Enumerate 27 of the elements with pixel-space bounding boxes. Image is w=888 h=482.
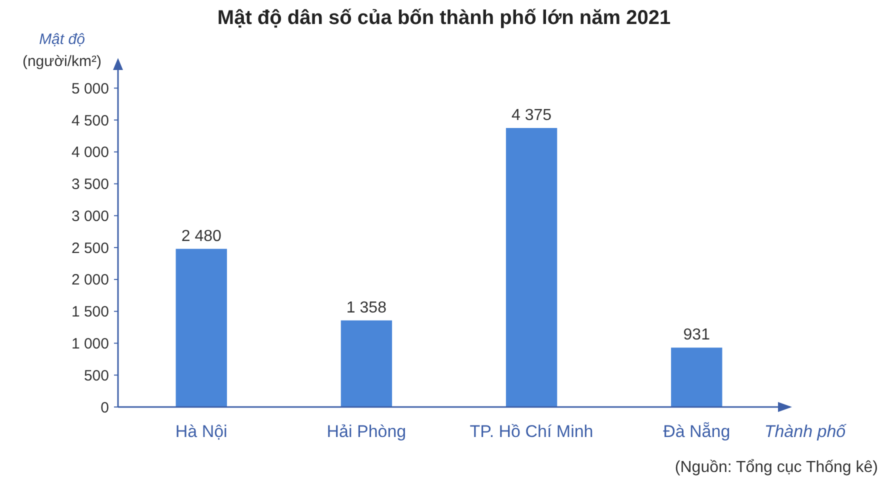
- y-tick-label: 2 000: [71, 272, 109, 289]
- bar: [176, 248, 227, 407]
- text: (Nguồn: Tổng cục Thống kê): [674, 459, 878, 476]
- data-label: 1 358: [346, 299, 387, 316]
- y-tick-label: 4 500: [71, 112, 109, 130]
- data-label: 2 480: [181, 228, 222, 245]
- x-tick-label: Hà Nội: [175, 422, 228, 441]
- x-axis-title: Thành phố: [764, 422, 848, 441]
- bar: [506, 128, 558, 407]
- y-tick-label: 500: [84, 367, 109, 384]
- y-tick-label: 1 000: [71, 335, 109, 352]
- y-tick-label: 3 500: [71, 176, 109, 194]
- y-tick-label: 0: [100, 399, 109, 416]
- y-tick-label: 2 500: [71, 240, 109, 257]
- x-tick-label: TP. Hồ Chí Minh: [470, 422, 594, 441]
- bar: [671, 348, 722, 407]
- y-tick-label: 4 000: [71, 144, 109, 162]
- chart-title: Mật độ dân số của bốn thành phố lớn năm 2021: [217, 7, 671, 29]
- x-tick-label: Hải Phòng: [326, 422, 406, 441]
- data-label: 4 375: [512, 106, 552, 124]
- y-axis-title: Mật độ (người/km²): [22, 31, 102, 70]
- bar: [340, 320, 392, 407]
- y-tick-label: 5 000: [71, 80, 109, 98]
- y-tick-label: 1 500: [71, 304, 109, 321]
- data-label: 931: [683, 326, 710, 344]
- y-tick-label: 3 000: [71, 208, 109, 225]
- x-tick-label: Đà Nẵng: [663, 422, 730, 441]
